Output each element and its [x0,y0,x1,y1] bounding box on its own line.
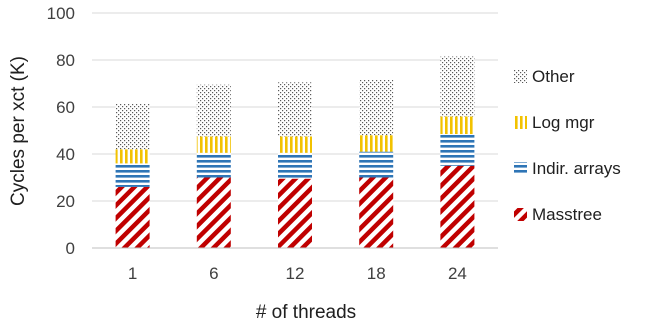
bar-segment-indir-arrays [440,134,475,166]
bar-segment-other [440,56,475,117]
y-tick-label: 0 [66,239,75,258]
y-axis-title: Cycles per xct (K) [8,56,29,206]
legend-swatch-indir-arrays [514,162,527,175]
legend-swatch-other [514,70,527,83]
legend-label-log-mgr: Log mgr [532,113,595,132]
bar-segment-other [115,103,150,150]
bar-segment-log-mgr [196,136,231,153]
x-tick-label: 24 [448,264,467,283]
bar-segment-indir-arrays [196,152,231,178]
bar-segment-masstree [196,177,231,248]
axes: 0 20 40 60 80 100 1 6 12 18 24 [47,4,498,283]
legend-label-indir-arrays: Indir. arrays [532,159,621,178]
bar-segment-indir-arrays [278,152,312,179]
legend: Other Log mgr Indir. arrays Masstree [514,67,621,224]
x-tick-label: 1 [128,264,137,283]
bar-segment-indir-arrays [115,163,150,187]
bar-segment-log-mgr [359,135,394,152]
bars [115,56,475,248]
y-tick-label: 20 [56,192,75,211]
bar-segment-other [359,79,394,136]
x-axis-title: # of threads [256,302,356,323]
legend-label-masstree: Masstree [532,205,602,224]
bar-segment-log-mgr [440,116,475,135]
x-tick-label: 18 [367,264,386,283]
y-tick-label: 100 [47,4,75,23]
y-tick-label: 60 [56,98,75,117]
x-tick-label: 12 [286,264,305,283]
bar-segment-other [196,84,231,137]
x-tick-label: 6 [209,264,218,283]
y-tick-label: 40 [56,145,75,164]
bar-segment-log-mgr [115,149,150,164]
bar-segment-masstree [440,165,475,248]
bar-segment-masstree [115,186,150,248]
y-tick-label: 80 [56,51,75,70]
legend-label-other: Other [532,67,575,86]
bar-segment-masstree [359,177,394,248]
bar-segment-indir-arrays [359,151,394,178]
legend-swatch-log-mgr [514,116,527,129]
bar-segment-log-mgr [278,136,312,153]
legend-swatch-masstree [514,208,527,221]
bar-segment-other [278,82,312,137]
bar-segment-masstree [278,178,312,248]
